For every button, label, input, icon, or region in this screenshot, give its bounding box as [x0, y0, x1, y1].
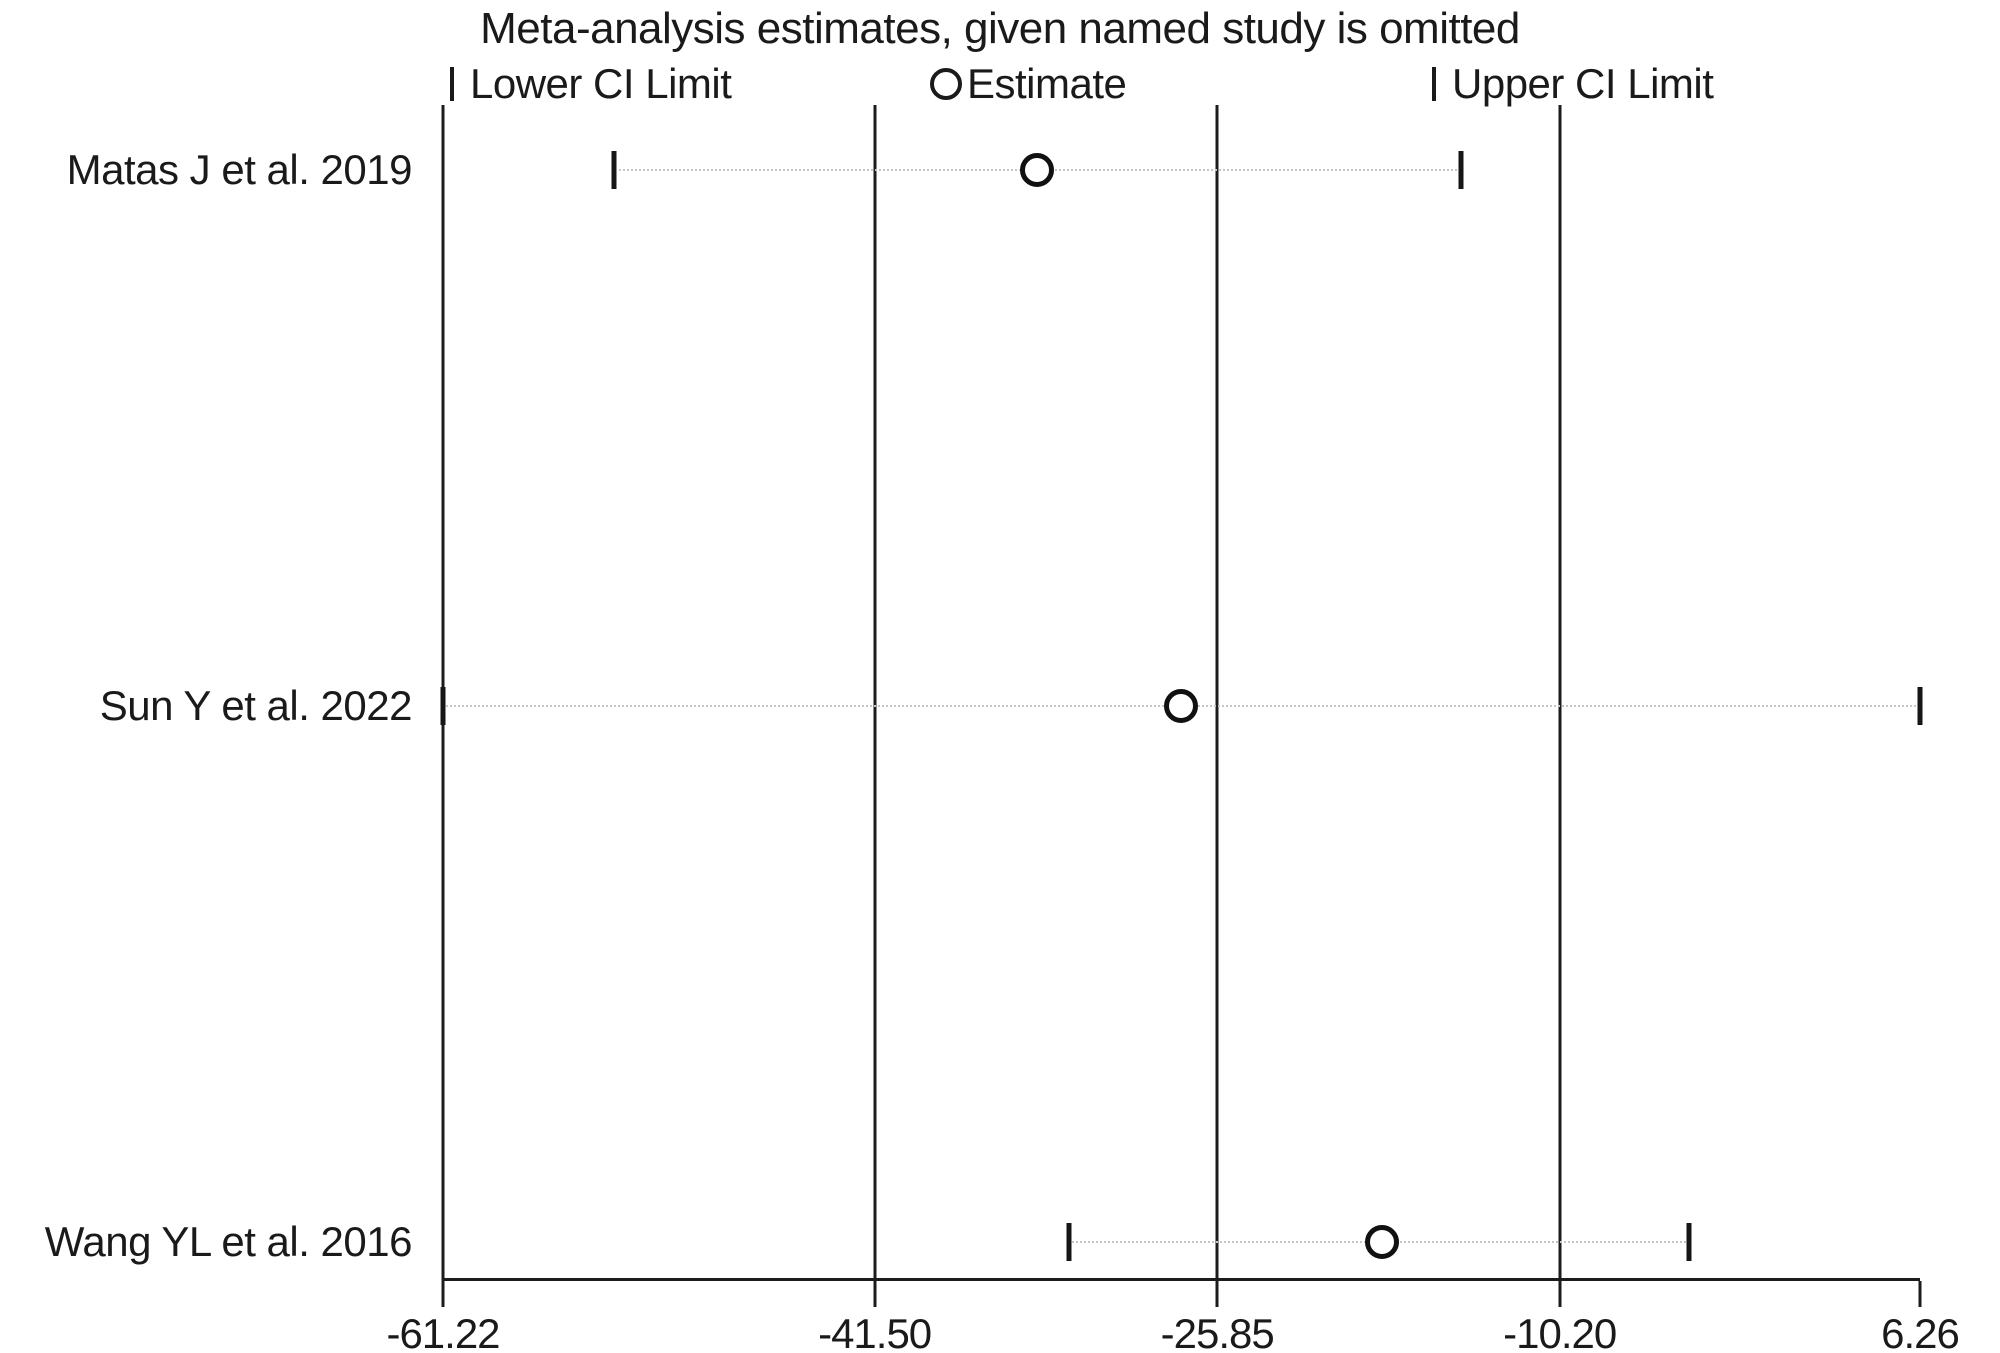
x-axis-tick [1558, 1281, 1562, 1307]
upper-ci-tick [1917, 686, 1923, 725]
legend-item-estimate: Estimate [930, 60, 1127, 108]
lower-ci-tick-icon [450, 67, 454, 101]
lower-ci-tick [440, 686, 446, 725]
lower-ci-tick [1066, 1222, 1072, 1261]
x-axis-tick-label: -10.20 [1503, 1310, 1617, 1353]
plot-area: -61.22 -41.50 -25.85 -10.20 6.26 [386, 105, 1960, 1353]
gridline [1215, 105, 1219, 1281]
legend-item-lower-ci: Lower CI Limit [450, 60, 732, 108]
upper-ci-tick [1686, 1222, 1692, 1261]
upper-ci-tick [1458, 150, 1464, 189]
study-labels-column: Matas J et al. 2019 Sun Y et al. 2022 Wang… [0, 0, 413, 1353]
x-axis-tick [1918, 1281, 1922, 1307]
estimate-marker [1019, 152, 1054, 187]
gridline [1558, 105, 1562, 1281]
estimate-marker [1164, 688, 1199, 723]
legend-item-upper-ci: Upper CI Limit [1432, 60, 1714, 108]
chart-title: Meta-analysis estimates, given named stu… [480, 4, 1520, 53]
lower-ci-tick [611, 150, 617, 189]
x-axis-tick [441, 1281, 445, 1307]
legend-upper-ci-label: Upper CI Limit [1452, 60, 1714, 107]
x-axis-tick-label: -25.85 [1160, 1310, 1275, 1353]
gridline [873, 105, 877, 1281]
x-axis-tick-label: 6.26 [1881, 1310, 1960, 1353]
x-axis-tick [873, 1281, 877, 1307]
study-label: Wang YL et al. 2016 [44, 1217, 413, 1265]
x-axis-tick-label: -61.22 [386, 1310, 500, 1353]
estimate-marker [1365, 1224, 1400, 1259]
legend-estimate-label: Estimate [967, 60, 1127, 107]
estimate-circle-icon [930, 68, 962, 100]
upper-ci-tick-icon [1432, 67, 1436, 101]
study-label: Sun Y et al. 2022 [99, 681, 413, 729]
x-axis-tick [1215, 1281, 1219, 1307]
study-label: Matas J et al. 2019 [66, 145, 413, 193]
chart-legend: Lower CI Limit Estimate Upper CI Limit [0, 60, 2000, 108]
x-axis-tick-label: -41.50 [818, 1310, 932, 1353]
legend-lower-ci-label: Lower CI Limit [470, 60, 732, 107]
